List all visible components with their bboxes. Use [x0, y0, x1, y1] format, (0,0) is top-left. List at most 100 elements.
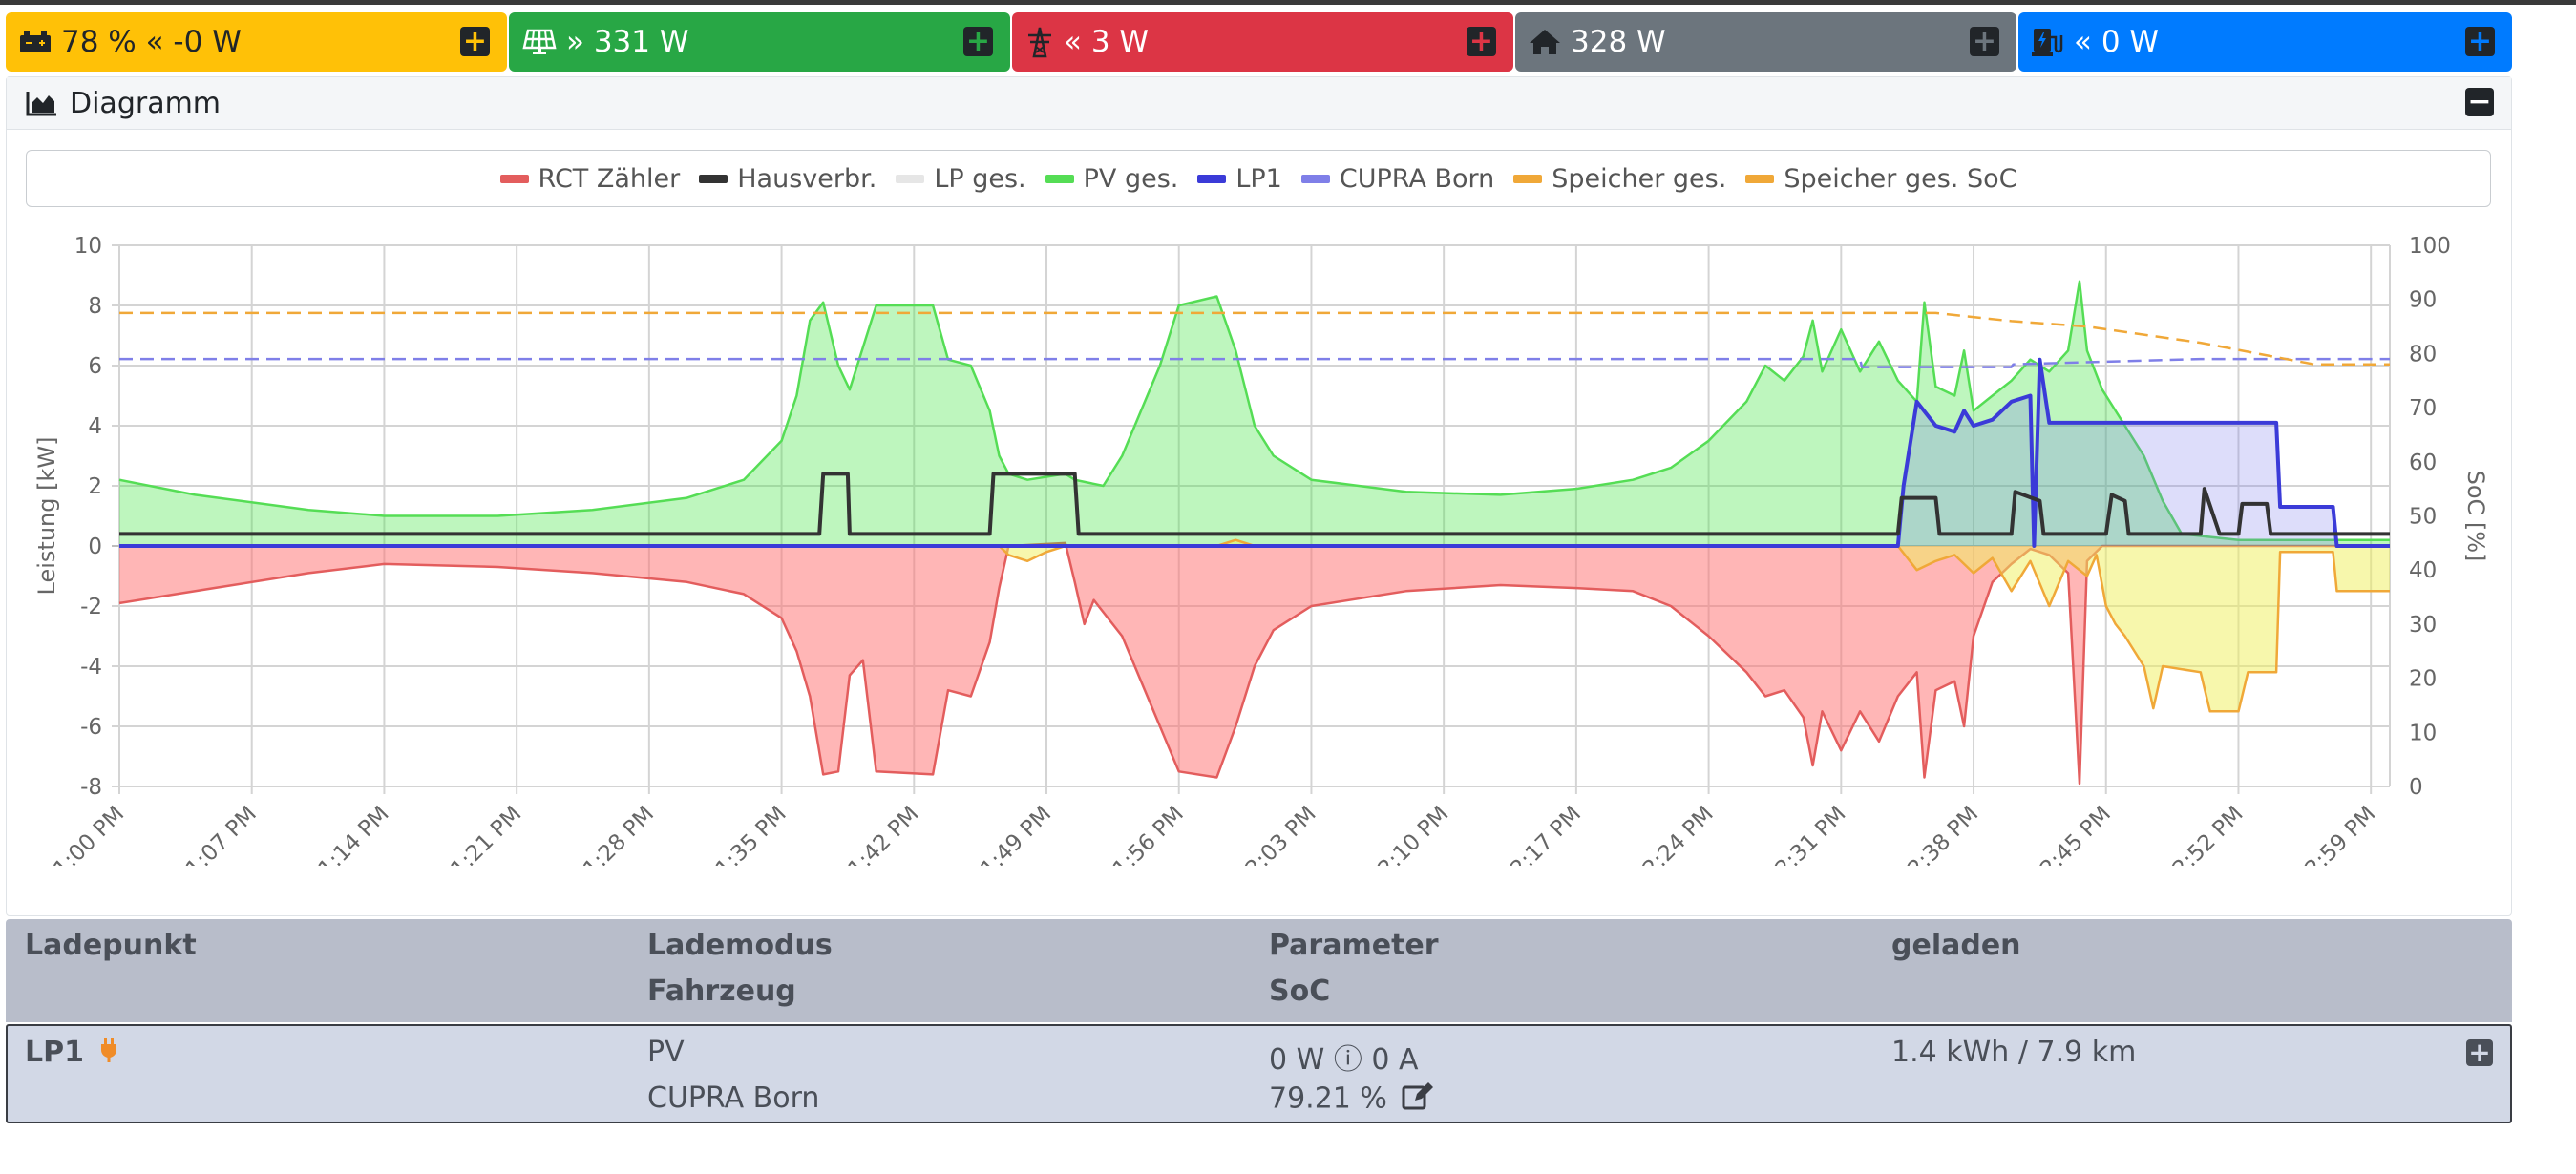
series-area-speicher-ges-	[119, 539, 2390, 712]
tile-grid[interactable]: « 3 W +	[1012, 12, 1513, 72]
chargepoint-status-text: « 0 W	[2074, 25, 2160, 59]
tile-chargepoint[interactable]: « 0 W +	[2018, 12, 2512, 72]
y2-tick-label: 80	[2409, 342, 2437, 367]
diagram-header[interactable]: Diagramm −	[7, 77, 2511, 130]
collapse-diagram-button[interactable]: −	[2465, 88, 2494, 116]
x-tick-label: 2:45 PM	[2036, 802, 2116, 866]
charging-station-icon	[2032, 26, 2064, 58]
top-border	[0, 0, 2576, 5]
y2-tick-label: 90	[2409, 288, 2437, 313]
x-tick-label: 1:28 PM	[579, 802, 659, 866]
legend-item-speicher-ges-soc[interactable]: Speicher ges. SoC	[1745, 164, 2016, 194]
plug-icon	[99, 1037, 118, 1071]
y-tick-label: 6	[88, 354, 102, 379]
legend-item-rct-z-hler[interactable]: RCT Zähler	[499, 163, 681, 194]
legend-item-pv-ges-[interactable]: PV ges.	[1045, 163, 1179, 194]
legend-label: PV ges.	[1083, 163, 1179, 194]
charge-mode[interactable]: PV	[647, 1036, 685, 1069]
legend-item-speicher-ges-[interactable]: Speicher ges.	[1513, 164, 1726, 194]
series-area-pv-ges-	[119, 281, 2390, 546]
legend-label: Speicher ges.	[1552, 163, 1727, 194]
table-row[interactable]: LP1 PV CUPRA Born 0 W ⓘ 0 A 79.21 % 1.4 …	[6, 1024, 2512, 1123]
x-tick-label: 1:14 PM	[314, 802, 394, 866]
area-chart-icon	[26, 90, 58, 116]
series-line-speicher-ges-soc	[119, 311, 2390, 366]
series-area-lp1	[119, 359, 2390, 546]
legend-swatch	[1045, 174, 1074, 183]
y-tick-label: -8	[80, 775, 102, 800]
power-tower-icon	[1025, 26, 1054, 58]
edit-icon[interactable]	[1402, 1081, 1434, 1118]
x-tick-label: 2:17 PM	[1506, 802, 1586, 866]
tile-battery[interactable]: 78 % « -0 W +	[6, 12, 507, 72]
x-tick-label: 2:52 PM	[2168, 802, 2249, 866]
expand-house-button[interactable]: +	[1970, 27, 1999, 56]
series-line-pv-ges-	[118, 280, 2390, 541]
battery-icon	[19, 30, 52, 54]
expand-row-button[interactable]: +	[2466, 1039, 2493, 1066]
tile-pv[interactable]: » 331 W +	[509, 12, 1010, 72]
diagram-title: Diagramm	[70, 86, 222, 120]
x-tick-label: 1:00 PM	[49, 802, 129, 866]
pv-status-text: » 331 W	[566, 25, 689, 59]
y-tick-label: 10	[74, 234, 102, 259]
header-parameter: Parameter	[1269, 929, 1439, 962]
x-tick-label: 1:21 PM	[446, 802, 526, 866]
y2-tick-label: 50	[2409, 505, 2437, 530]
y2-tick-label: 60	[2409, 451, 2437, 475]
legend-item-lp1[interactable]: LP1	[1197, 164, 1282, 194]
legend-label: RCT Zähler	[538, 163, 681, 194]
legend-item-hausverbr-[interactable]: Hausverbr.	[699, 164, 876, 194]
legend-label: Hausverbr.	[737, 163, 877, 194]
legend-item-cupra-born[interactable]: CUPRA Born	[1300, 163, 1495, 194]
x-tick-label: 2:38 PM	[1903, 802, 1983, 866]
chargepoint-table: Ladepunkt Lademodus Fahrzeug Parameter S…	[6, 919, 2512, 1123]
series-area-rct-z-hler	[119, 542, 2390, 784]
chargepoint-name-text: LP1	[25, 1036, 84, 1069]
x-tick-label: 2:59 PM	[2301, 802, 2381, 866]
y-axis-title: Leistung [kW]	[33, 437, 60, 596]
y2-tick-label: 40	[2409, 558, 2437, 583]
header-fahrzeug: Fahrzeug	[647, 975, 796, 1008]
expand-grid-button[interactable]: +	[1467, 27, 1496, 56]
y-tick-label: -2	[80, 595, 102, 619]
legend-swatch	[1745, 174, 1775, 183]
home-icon	[1529, 28, 1561, 56]
y-tick-label: 2	[88, 474, 102, 499]
vehicle-soc: 79.21 %	[1269, 1081, 1434, 1118]
y-tick-label: 4	[88, 414, 102, 439]
expand-chargepoint-button[interactable]: +	[2465, 27, 2495, 56]
header-geladen: geladen	[1891, 929, 2021, 962]
series-line-rct-z-hler	[118, 541, 2390, 786]
x-tick-label: 2:31 PM	[1771, 802, 1851, 866]
series-line-cupra-born	[119, 357, 2390, 368]
expand-battery-button[interactable]: +	[460, 27, 490, 56]
y2-axis-title: SoC [%]	[2462, 471, 2489, 562]
header-lademodus: Lademodus	[647, 929, 833, 962]
series-line-hausverbr-	[119, 472, 2390, 536]
y2-tick-label: 10	[2409, 721, 2437, 745]
x-tick-label: 1:07 PM	[181, 802, 262, 866]
legend-swatch	[499, 174, 529, 183]
y2-tick-label: 0	[2409, 775, 2423, 800]
table-header: Ladepunkt Lademodus Fahrzeug Parameter S…	[6, 919, 2512, 1022]
legend-label: CUPRA Born	[1339, 163, 1495, 194]
x-tick-label: 1:35 PM	[711, 802, 792, 866]
expand-pv-button[interactable]: +	[963, 27, 993, 56]
power-chart: 1086420-2-4-6-810090807060504030201001:0…	[33, 234, 2489, 866]
y-tick-label: 0	[88, 535, 102, 559]
y2-tick-label: 100	[2409, 234, 2451, 259]
diagram-card: Diagramm − RCT Zähler Hausverbr. LP ges. PV…	[6, 76, 2512, 916]
header-ladepunkt: Ladepunkt	[25, 929, 197, 962]
y2-tick-label: 20	[2409, 667, 2437, 692]
y2-tick-label: 70	[2409, 396, 2437, 421]
legend-label: LP ges.	[934, 163, 1026, 194]
tile-house[interactable]: 328 W +	[1515, 12, 2016, 72]
legend-item-lp-ges-[interactable]: LP ges.	[896, 163, 1026, 194]
x-tick-label: 2:24 PM	[1638, 802, 1719, 866]
x-tick-label: 1:56 PM	[1109, 802, 1189, 866]
battery-status-text: 78 % « -0 W	[61, 25, 242, 59]
house-status-text: 328 W	[1571, 25, 1666, 59]
y2-tick-label: 30	[2409, 613, 2437, 638]
charged-energy: 1.4 kWh / 7.9 km	[1891, 1036, 2137, 1069]
